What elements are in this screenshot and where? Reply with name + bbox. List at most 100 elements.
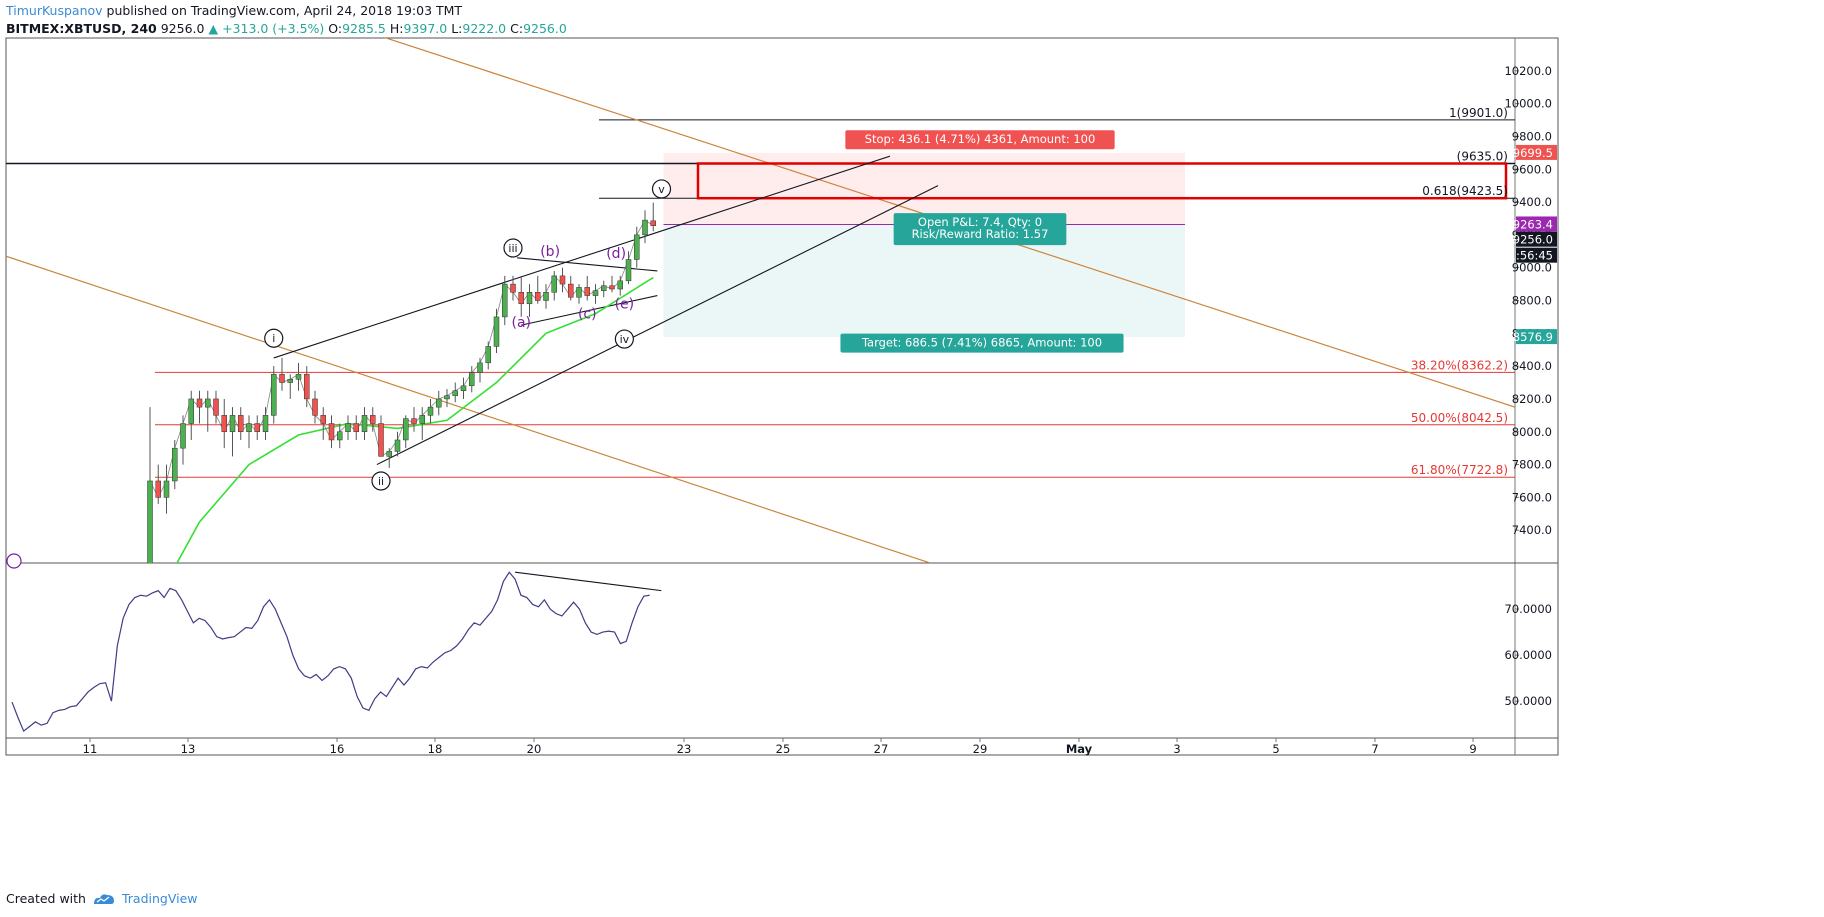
close-label: C: xyxy=(510,21,524,36)
drawing-tool-icon xyxy=(6,553,22,569)
pnl-label-text: Open P&L: 7.4, Qty: 0 xyxy=(918,215,1042,229)
price-badge-bg xyxy=(1516,216,1557,232)
time-tick-label: 13 xyxy=(181,742,196,756)
main-pane: iiiiiiivv(a)(b)(c)(d)(e)1(9901.0)(9635.0… xyxy=(6,38,1515,563)
pnl-label-bg xyxy=(893,213,1067,246)
ohlc-line: BITMEX:XBTUSD, 240 9256.0 ▲ +313.0 (+3.5… xyxy=(6,21,567,36)
wedge-upper-line xyxy=(273,155,891,359)
chart-frame xyxy=(5,37,1559,756)
time-tick-label: May xyxy=(1066,742,1093,756)
candle-body xyxy=(518,292,524,305)
triangle-lower-line xyxy=(521,295,658,326)
wave-marker-circle xyxy=(371,471,391,491)
candle-body xyxy=(535,292,541,301)
candle-body xyxy=(353,423,359,432)
wave-marker-circle xyxy=(651,179,672,199)
candle-body xyxy=(634,234,640,260)
low-value: 9222.0 xyxy=(462,21,507,36)
price-tick-label: 9600.0 xyxy=(1512,162,1552,176)
footer: Created with TradingView xyxy=(6,891,198,906)
candle-body xyxy=(246,423,252,432)
price-tick-label: 9800.0 xyxy=(1512,129,1552,143)
wave-label-iv: iv xyxy=(620,333,630,346)
close-value: 9256.0 xyxy=(523,21,567,36)
price-tick-label: 10200.0 xyxy=(1504,64,1552,78)
up-triangle-icon: ▲ xyxy=(208,21,219,36)
candle-body xyxy=(180,423,186,449)
tradingview-link[interactable]: TradingView xyxy=(121,891,198,906)
symbol-label[interactable]: BITMEX:XBTUSD, 240 xyxy=(6,21,157,36)
candle-body xyxy=(394,439,401,452)
fib-label: 38.20%(8362.2) xyxy=(1411,358,1508,372)
high-label: H: xyxy=(389,21,404,36)
wave-label-iii: iii xyxy=(508,242,517,255)
stop-zone xyxy=(663,152,1185,225)
candle-body xyxy=(419,415,425,424)
price-badge-bg xyxy=(1516,247,1557,263)
price-tick-label: 7600.0 xyxy=(1512,490,1552,504)
candle-body xyxy=(287,379,293,383)
wave-label-v: v xyxy=(658,183,665,196)
price-tick-label: 8400.0 xyxy=(1512,359,1552,373)
candle-body xyxy=(576,287,582,298)
candle-body xyxy=(386,451,392,457)
stop-label-text: Stop: 436.1 (4.71%) 4361, Amount: 100 xyxy=(865,132,1096,146)
time-tick-label: 23 xyxy=(677,742,692,756)
candle-body xyxy=(502,283,508,318)
pnl-label-text: Risk/Reward Ratio: 1.57 xyxy=(912,227,1049,241)
wave-label-d: (d) xyxy=(606,246,626,262)
candle-body xyxy=(238,415,244,432)
candle-body xyxy=(469,372,475,387)
candle-body xyxy=(601,285,607,291)
wave-label-e: (e) xyxy=(615,297,635,313)
candle-body xyxy=(147,480,153,563)
candle-body xyxy=(559,275,566,285)
wave-label-i: i xyxy=(272,332,275,345)
candle-body xyxy=(650,220,656,226)
time-tick-label: 16 xyxy=(330,742,345,756)
resistance-box xyxy=(696,162,1508,200)
time-tick-label: 3 xyxy=(1173,742,1180,756)
candle-body xyxy=(370,415,376,424)
created-with-text: Created with xyxy=(6,891,86,906)
fib-label: 61.80%(7722.8) xyxy=(1411,463,1508,477)
candle-body xyxy=(568,283,574,298)
candle-body xyxy=(172,447,178,482)
wedge-lower-line xyxy=(376,185,939,466)
candle-body xyxy=(452,390,458,396)
candle-body xyxy=(304,374,310,400)
candle-body xyxy=(485,346,491,364)
author-link[interactable]: TimurKuspanov xyxy=(6,3,103,18)
wave-label-b: (b) xyxy=(540,244,560,260)
candle-body xyxy=(163,480,170,498)
price-tick-label: 9000.0 xyxy=(1512,261,1552,275)
published-text: published on TradingView.com, April 24, … xyxy=(102,3,463,18)
candle-body xyxy=(205,398,211,408)
candle-body xyxy=(312,398,318,416)
price-tick-label: 7400.0 xyxy=(1512,523,1552,537)
price-badge-bg xyxy=(1516,231,1557,247)
candle-body xyxy=(155,480,161,498)
candle-body xyxy=(295,374,302,380)
rsi-pane xyxy=(11,571,662,733)
candle-body xyxy=(229,415,236,432)
close-line xyxy=(149,219,654,499)
price-tick-label: 10000.0 xyxy=(1504,97,1552,111)
candle-body xyxy=(320,415,326,424)
wave-marker-circle xyxy=(614,329,634,349)
candle-body xyxy=(328,423,335,441)
candle-body xyxy=(460,385,467,391)
candle-body xyxy=(361,415,368,432)
candle-body xyxy=(493,316,500,347)
candle-body xyxy=(254,423,260,432)
candle-body xyxy=(584,287,590,296)
fib-label: 50.00%(8042.5) xyxy=(1411,411,1508,425)
rsi-tick-label: 60.0000 xyxy=(1504,648,1552,662)
rsi-divergence-line xyxy=(515,571,662,592)
candle-body xyxy=(213,398,219,416)
triangle-upper-line xyxy=(517,257,658,272)
time-tick-label: 25 xyxy=(776,742,791,756)
moving-average-line xyxy=(176,276,654,563)
time-tick-label: 18 xyxy=(428,742,443,756)
